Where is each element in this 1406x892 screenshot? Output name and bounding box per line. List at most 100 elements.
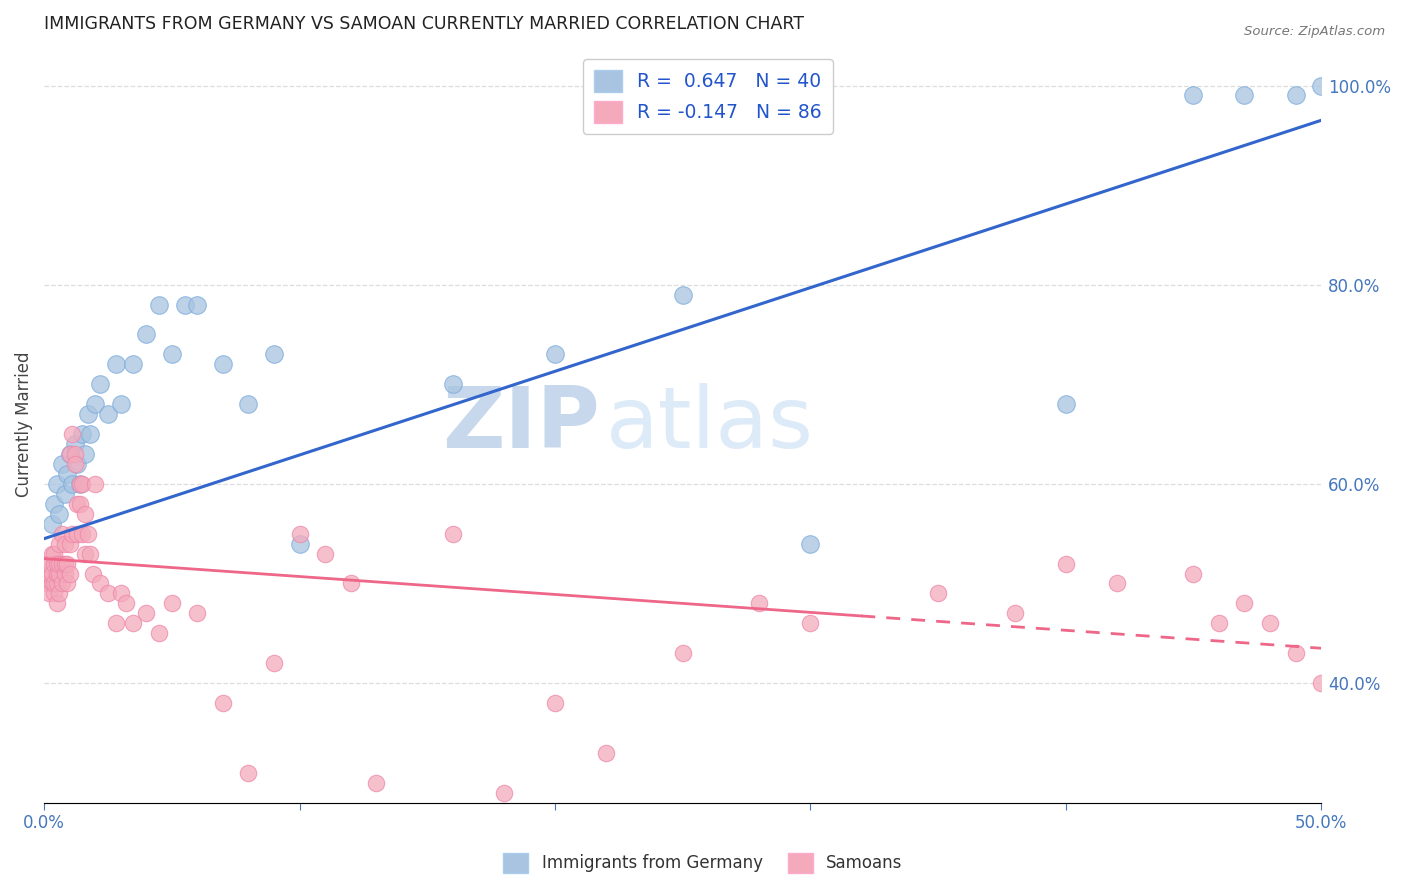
Point: [63, 437, 86, 451]
Point: [48, 586, 70, 600]
Point: [56, 557, 79, 571]
Point: [41, 566, 63, 581]
Point: [238, 765, 260, 780]
Point: [288, 526, 311, 541]
Point: [44, 557, 66, 571]
Legend: R =  0.647   N = 40, R = -0.147   N = 86: R = 0.647 N = 40, R = -0.147 N = 86: [583, 59, 834, 134]
Point: [66, 497, 89, 511]
Point: [288, 536, 311, 550]
Point: [135, 327, 157, 342]
Point: [1054, 397, 1077, 411]
Point: [60, 476, 83, 491]
Point: [1233, 596, 1256, 610]
Point: [1004, 607, 1026, 621]
Point: [544, 347, 567, 361]
Point: [72, 476, 94, 491]
Point: [51, 457, 73, 471]
Point: [1182, 88, 1205, 103]
Point: [1310, 78, 1333, 93]
Point: [595, 746, 617, 760]
Point: [45, 476, 67, 491]
Point: [1386, 686, 1406, 700]
Point: [53, 566, 76, 581]
Point: [84, 397, 107, 411]
Point: [60, 427, 83, 442]
Point: [1208, 616, 1230, 631]
Point: [148, 297, 170, 311]
Point: [48, 507, 70, 521]
Point: [73, 447, 96, 461]
Point: [41, 576, 63, 591]
Point: [44, 497, 66, 511]
Point: [79, 547, 101, 561]
Point: [104, 616, 127, 631]
Point: [45, 576, 67, 591]
Point: [82, 566, 104, 581]
Point: [748, 596, 770, 610]
Point: [79, 427, 101, 442]
Point: [1258, 616, 1281, 631]
Point: [45, 557, 67, 571]
Point: [56, 467, 79, 481]
Point: [59, 536, 82, 550]
Point: [59, 447, 82, 461]
Point: [97, 407, 120, 421]
Point: [69, 497, 91, 511]
Point: [1284, 646, 1306, 660]
Point: [114, 596, 136, 610]
Point: [72, 427, 94, 442]
Point: [35, 566, 58, 581]
Point: [441, 377, 464, 392]
Point: [38, 586, 60, 600]
Point: [44, 576, 66, 591]
Point: [53, 536, 76, 550]
Point: [73, 547, 96, 561]
Point: [69, 476, 91, 491]
Point: [148, 626, 170, 640]
Point: [186, 297, 208, 311]
Point: [44, 586, 66, 600]
Point: [1233, 88, 1256, 103]
Text: Source: ZipAtlas.com: Source: ZipAtlas.com: [1244, 25, 1385, 38]
Point: [1336, 696, 1358, 710]
Point: [66, 457, 89, 471]
Point: [799, 616, 821, 631]
Point: [72, 526, 94, 541]
Point: [38, 557, 60, 571]
Point: [238, 397, 260, 411]
Point: [35, 576, 58, 591]
Point: [314, 547, 336, 561]
Point: [69, 476, 91, 491]
Point: [63, 457, 86, 471]
Y-axis label: Currently Married: Currently Married: [15, 351, 32, 497]
Point: [89, 377, 111, 392]
Point: [51, 576, 73, 591]
Point: [44, 547, 66, 561]
Point: [122, 616, 145, 631]
Point: [1054, 557, 1077, 571]
Text: ZIP: ZIP: [441, 383, 599, 466]
Point: [41, 547, 63, 561]
Point: [1284, 88, 1306, 103]
Point: [66, 526, 89, 541]
Point: [173, 297, 195, 311]
Point: [263, 656, 285, 670]
Point: [186, 607, 208, 621]
Point: [76, 526, 98, 541]
Point: [110, 397, 132, 411]
Point: [135, 607, 157, 621]
Point: [122, 357, 145, 371]
Point: [212, 696, 235, 710]
Text: atlas: atlas: [606, 383, 814, 466]
Point: [51, 526, 73, 541]
Point: [1105, 576, 1128, 591]
Point: [48, 536, 70, 550]
Point: [35, 557, 58, 571]
Text: IMMIGRANTS FROM GERMANY VS SAMOAN CURRENTLY MARRIED CORRELATION CHART: IMMIGRANTS FROM GERMANY VS SAMOAN CURREN…: [44, 15, 804, 33]
Point: [48, 566, 70, 581]
Point: [60, 526, 83, 541]
Point: [110, 586, 132, 600]
Point: [671, 287, 693, 301]
Point: [366, 775, 388, 789]
Point: [53, 557, 76, 571]
